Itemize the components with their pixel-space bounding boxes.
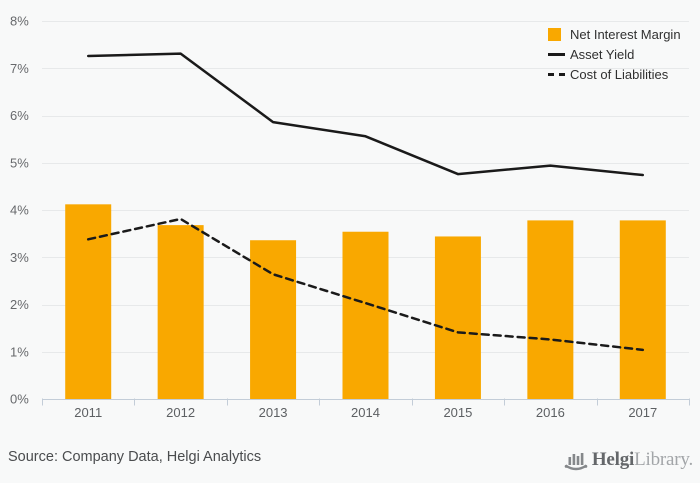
source-text: Source: Company Data, Helgi Analytics — [8, 449, 262, 465]
asset-yield-swatch — [548, 53, 565, 56]
cost-of-liabilities-line — [86, 217, 645, 352]
x-axis-label-2013: 2013 — [259, 405, 288, 420]
legend-label-net-interest-margin: Net Interest Margin — [570, 27, 681, 42]
y-axis-label-3pct: 3% — [10, 250, 29, 265]
logo-text-helgi: Helgi — [591, 449, 635, 470]
bar-2011 — [65, 204, 112, 399]
bar-2015 — [434, 236, 481, 399]
y-axis-label-7pct: 7% — [10, 61, 29, 76]
y-axis-label-0pct: 0% — [10, 392, 29, 407]
legend-item-net-interest-margin[interactable]: Net Interest Margin — [548, 25, 681, 44]
asset-yield-line — [86, 52, 645, 177]
logo-text-library: Library. — [634, 449, 693, 470]
x-axis-label-2015: 2015 — [443, 405, 472, 420]
cost-of-liabilities-swatch — [548, 73, 565, 76]
combo-chart: 0% 1% 2% 3% 4% 5% 6% 7% 8% 2011 2012 2013 2014 2015 20… — [10, 14, 690, 420]
bar-chart-ship-icon — [564, 453, 588, 471]
bar-2012 — [157, 225, 204, 399]
y-axis-label-5pct: 5% — [10, 155, 29, 170]
x-axis-label-2014: 2014 — [351, 405, 380, 420]
legend: Net Interest Margin Asset Yield Cost of … — [548, 25, 681, 85]
legend-swatch-column — [548, 28, 570, 41]
bar-2016 — [527, 220, 574, 399]
plot-area: 0% 1% 2% 3% 4% 5% 6% 7% 8% 2011 2012 2013 2014 2015 20… — [10, 14, 690, 420]
helgi-library-logo: Helgi Library. — [564, 445, 693, 475]
legend-swatch-column — [548, 73, 570, 76]
x-axis-label-2012: 2012 — [166, 405, 195, 420]
legend-swatch-column — [548, 53, 570, 56]
legend-item-asset-yield[interactable]: Asset Yield — [548, 45, 681, 64]
bar-2013 — [250, 240, 297, 399]
bar-2017 — [619, 220, 666, 399]
y-axis-label-2pct: 2% — [10, 297, 29, 312]
chart-footer: Source: Company Data, Helgi Analytics He… — [0, 440, 700, 483]
legend-item-cost-of-liabilities[interactable]: Cost of Liabilities — [548, 65, 681, 84]
bar-2014 — [342, 231, 389, 399]
legend-label-asset-yield: Asset Yield — [570, 47, 635, 62]
x-axis-label-2016: 2016 — [536, 405, 565, 420]
x-axis-label-2017: 2017 — [628, 405, 657, 420]
net-interest-margin-swatch — [548, 28, 561, 41]
y-axis-label-1pct: 1% — [10, 344, 29, 359]
legend-label-cost-of-liabilities: Cost of Liabilities — [570, 67, 669, 82]
y-axis-label-6pct: 6% — [10, 108, 29, 123]
y-axis-label-4pct: 4% — [10, 203, 29, 218]
x-axis-label-2011: 2011 — [74, 405, 102, 420]
y-axis-label-8pct: 8% — [10, 14, 29, 29]
